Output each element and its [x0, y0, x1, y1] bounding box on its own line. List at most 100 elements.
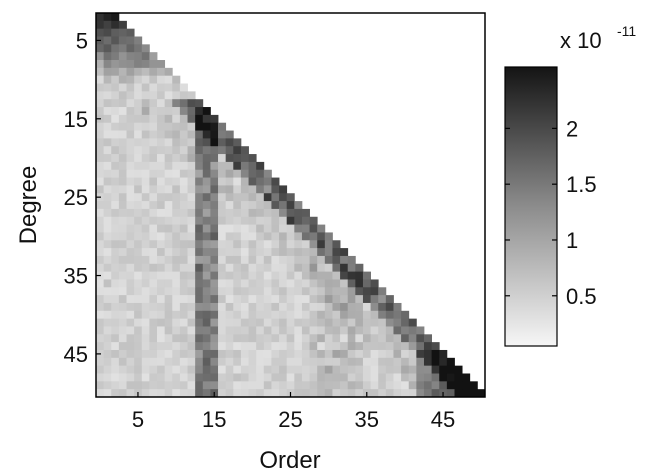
heatmap-cell: [157, 67, 166, 77]
heatmap-cell: [172, 83, 181, 92]
heatmap-cell: [172, 279, 181, 288]
heatmap-cell: [454, 373, 463, 382]
heatmap-cell: [401, 373, 410, 382]
heatmap-cell: [172, 240, 181, 249]
heatmap-cell: [393, 365, 402, 374]
heatmap-cell: [378, 295, 387, 304]
heatmap-cell: [164, 357, 173, 367]
heatmap-cell: [210, 295, 219, 304]
heatmap-cell: [118, 279, 127, 288]
heatmap-cell: [301, 295, 310, 304]
heatmap-cell: [324, 295, 333, 304]
heatmap-cell: [103, 279, 112, 288]
heatmap-cell: [301, 208, 310, 218]
heatmap-cell: [141, 99, 150, 108]
heatmap-cell: [225, 130, 234, 139]
heatmap-cell: [103, 60, 112, 69]
heatmap-cell: [164, 67, 173, 77]
heatmap-cell: [271, 208, 280, 218]
heatmap-cell: [263, 185, 272, 194]
heatmap-cell: [195, 146, 204, 155]
heatmap-cell: [111, 279, 120, 288]
heatmap-cell: [118, 224, 127, 233]
heatmap-cell: [96, 365, 105, 374]
heatmap-cell: [401, 342, 410, 351]
heatmap-cell: [218, 310, 227, 320]
heatmap-cell: [96, 201, 105, 210]
heatmap-cell: [263, 240, 272, 249]
heatmap-cell: [240, 287, 249, 296]
y-tick-label: 25: [64, 185, 88, 210]
heatmap-cell: [164, 91, 173, 100]
heatmap-cell: [408, 365, 417, 374]
heatmap-cell: [309, 279, 318, 288]
heatmap-cell: [103, 114, 112, 124]
heatmap-cell: [103, 216, 112, 225]
heatmap-cell: [149, 185, 158, 194]
heatmap-cell: [164, 83, 173, 92]
heatmap-cell: [218, 342, 227, 351]
heatmap-cell: [462, 373, 471, 382]
heatmap-cell: [149, 91, 158, 100]
heatmap-cell: [96, 263, 105, 273]
heatmap-cell: [202, 138, 211, 147]
heatmap-cell: [172, 169, 181, 178]
heatmap-cell: [233, 389, 242, 398]
heatmap-cell: [355, 326, 364, 335]
heatmap-cell: [210, 154, 219, 163]
heatmap-cell: [164, 318, 173, 327]
heatmap-cell: [118, 185, 127, 194]
heatmap-cell: [172, 381, 181, 390]
heatmap-cell: [286, 318, 295, 327]
heatmap-cell: [286, 310, 295, 320]
heatmap-cell: [149, 224, 158, 233]
heatmap-cell: [271, 248, 280, 257]
heatmap-cell: [164, 107, 173, 116]
heatmap-cell: [164, 255, 173, 265]
heatmap-cell: [454, 381, 463, 390]
heatmap-cell: [134, 52, 143, 61]
heatmap-cell: [248, 177, 257, 186]
heatmap-cell: [218, 287, 227, 296]
heatmap-cell: [134, 248, 143, 257]
heatmap-cell: [210, 240, 219, 249]
heatmap-cell: [263, 349, 272, 359]
heatmap-cell: [355, 349, 364, 359]
heatmap-cell: [111, 75, 120, 84]
heatmap-cell: [195, 326, 204, 335]
heatmap-cell: [126, 52, 135, 61]
heatmap-cell: [118, 295, 127, 304]
heatmap-cell: [187, 122, 196, 131]
heatmap-cell: [187, 169, 196, 178]
heatmap-cell: [141, 271, 150, 280]
heatmap-cell: [301, 326, 310, 335]
heatmap-cell: [111, 389, 120, 398]
heatmap-cell: [126, 334, 135, 343]
heatmap-cell: [233, 287, 242, 296]
heatmap-cell: [134, 302, 143, 312]
heatmap-cell: [111, 99, 120, 108]
heatmap-cell: [248, 279, 257, 288]
heatmap-cell: [172, 255, 181, 265]
heatmap-cell: [103, 75, 112, 84]
heatmap-cell: [149, 373, 158, 382]
heatmap-cell: [362, 342, 371, 351]
heatmap-cell: [279, 201, 288, 210]
heatmap-cell: [286, 334, 295, 343]
heatmap-cell: [271, 224, 280, 233]
heatmap-cell: [378, 381, 387, 390]
heatmap-cell: [195, 130, 204, 139]
heatmap-cell: [423, 373, 433, 382]
heatmap-cell: [157, 326, 166, 335]
x-tick-label: 5: [132, 407, 144, 432]
heatmap-cell: [309, 357, 318, 367]
heatmap-cell: [126, 107, 135, 116]
heatmap-cell: [332, 263, 341, 273]
heatmap-cell: [271, 326, 280, 335]
heatmap-cell: [362, 295, 371, 304]
heatmap-cell: [263, 216, 272, 225]
heatmap-cell: [149, 83, 158, 92]
heatmap-cell: [347, 349, 356, 359]
heatmap-cell: [126, 36, 135, 45]
heatmap-cell: [96, 169, 105, 178]
